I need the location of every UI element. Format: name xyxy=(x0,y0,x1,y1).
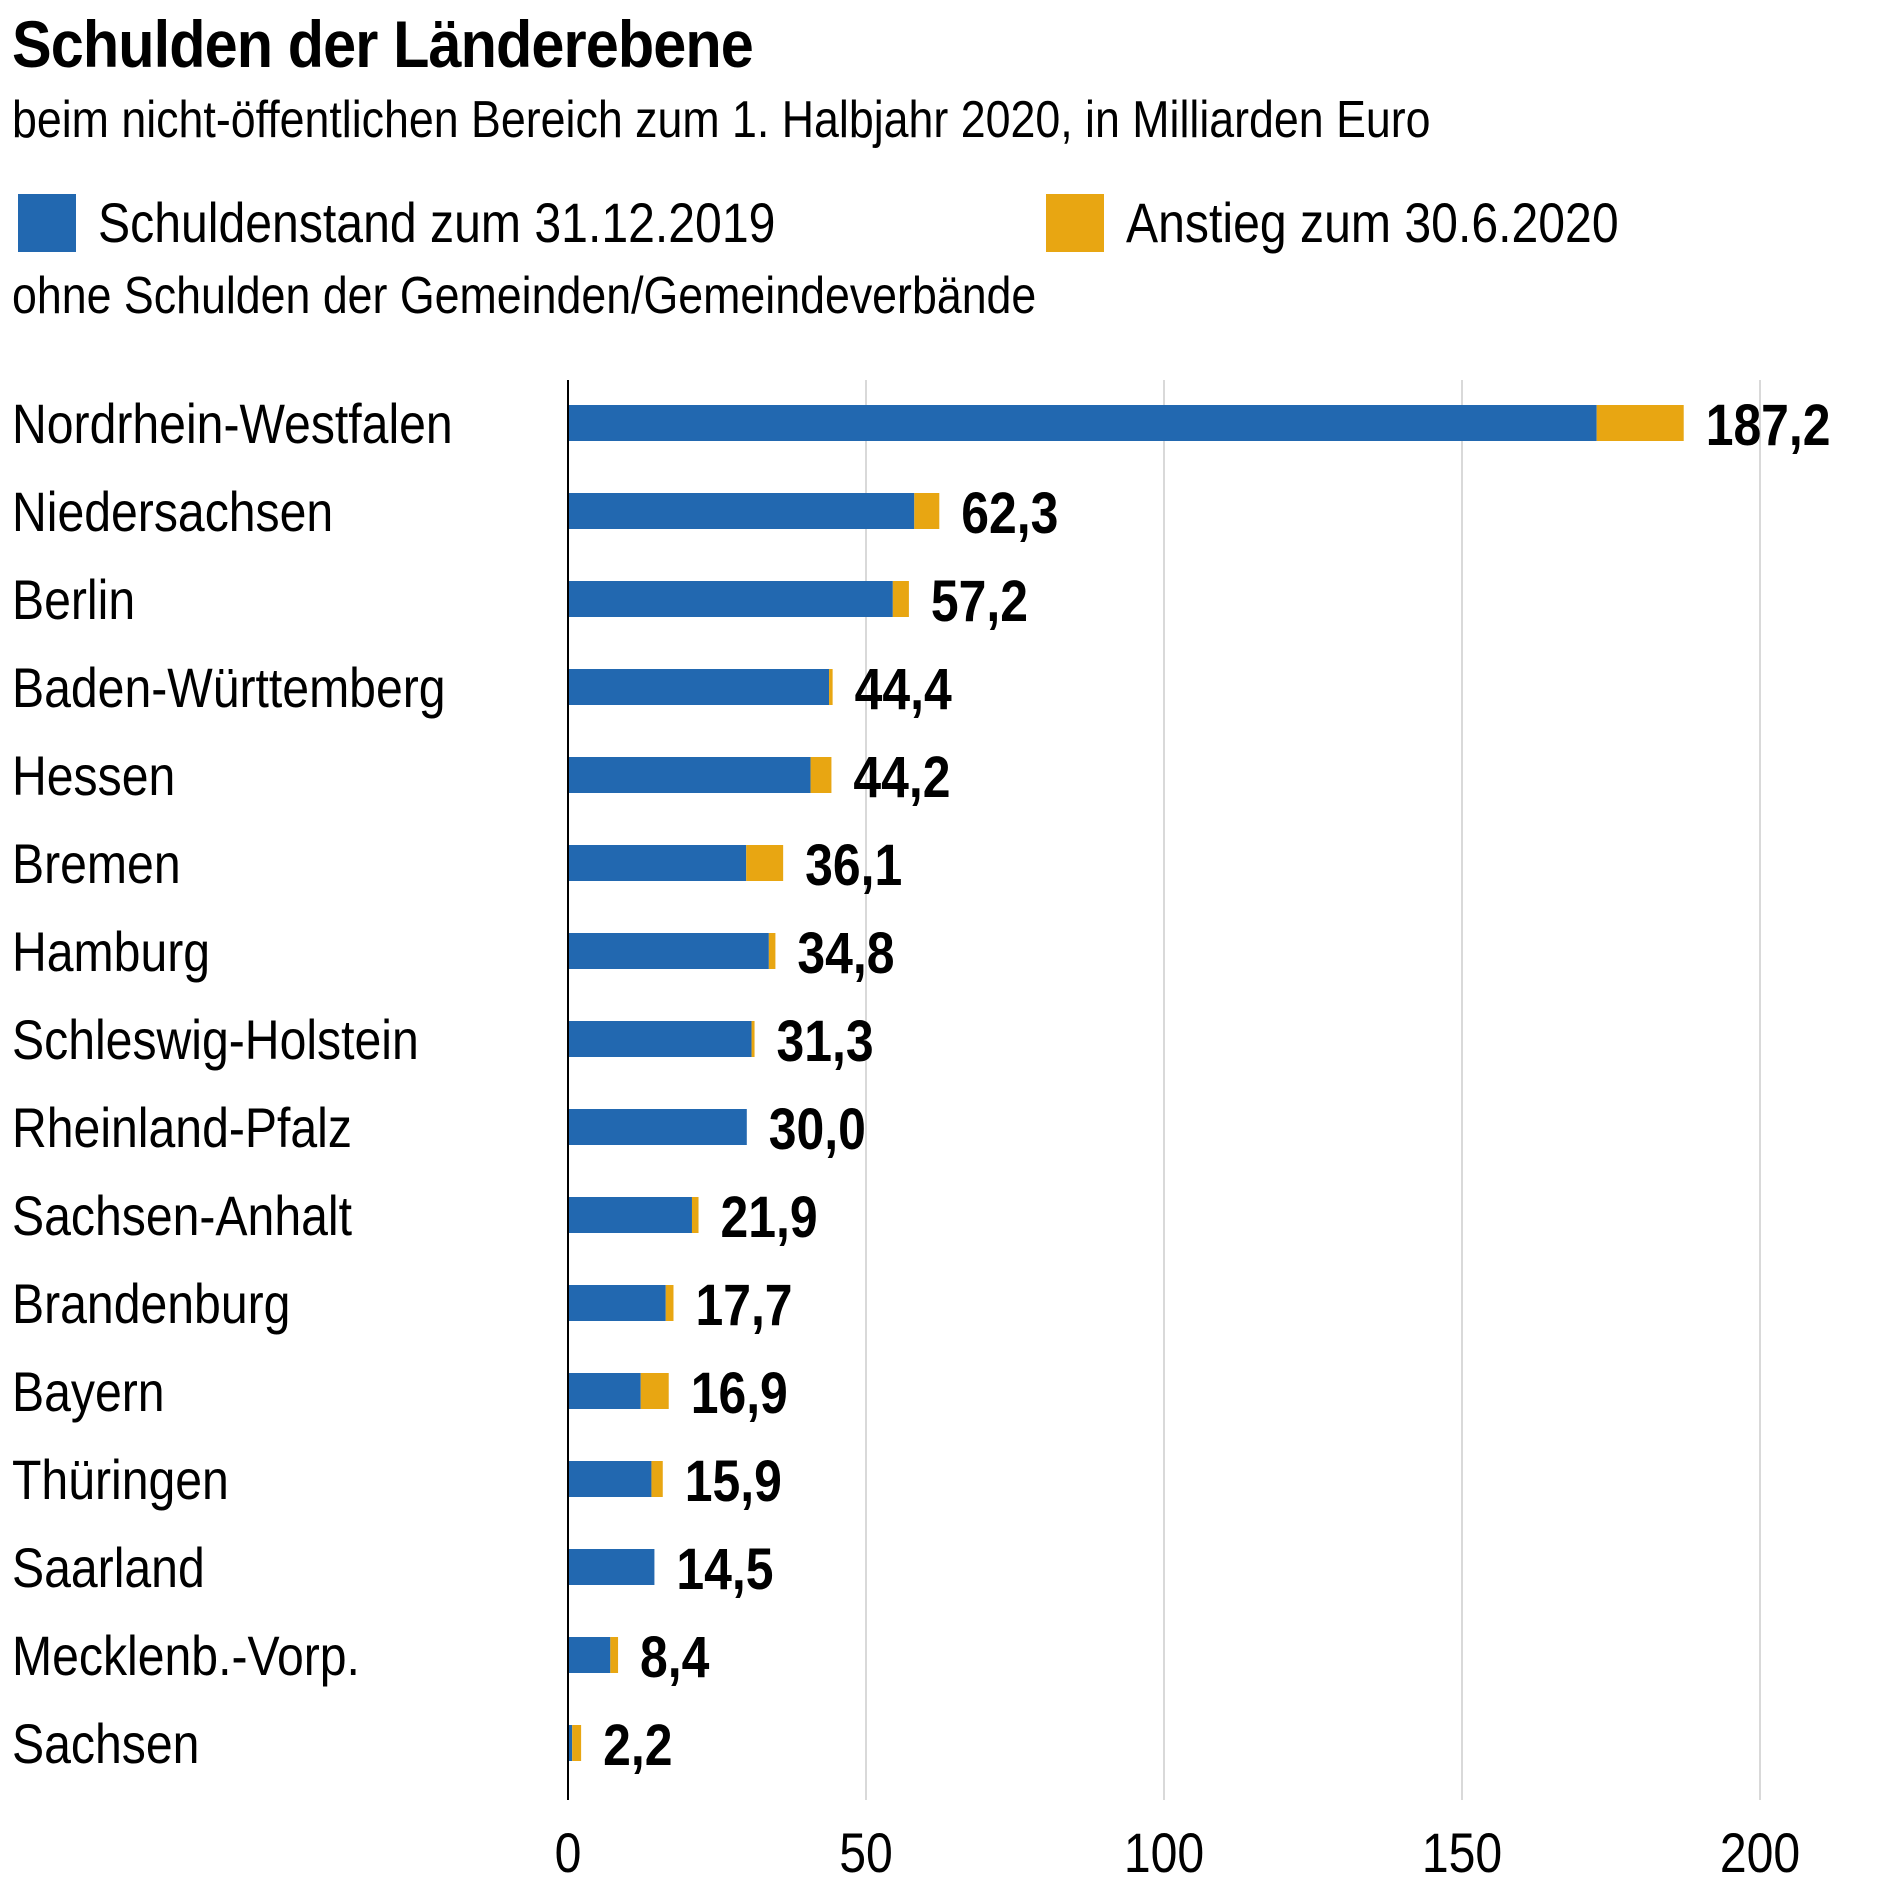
bar-increase xyxy=(572,1725,582,1761)
category-label: Berlin xyxy=(12,570,135,632)
bar-base xyxy=(569,581,893,617)
category-label: Bayern xyxy=(12,1362,165,1424)
x-tick-label: 100 xyxy=(1124,1823,1204,1880)
category-label: Bremen xyxy=(12,834,181,896)
category-label: Sachsen-Anhalt xyxy=(12,1186,352,1248)
bar-base xyxy=(569,1637,611,1673)
bar-increase xyxy=(640,1373,669,1409)
category-label: Nordrhein-Westfalen xyxy=(12,394,453,456)
bar-base xyxy=(569,1461,652,1497)
bar-base xyxy=(569,1021,752,1057)
bar-increase xyxy=(914,493,940,529)
value-label: 8,4 xyxy=(640,1626,709,1690)
bar-increase xyxy=(829,669,833,705)
legend-swatch-increase xyxy=(1046,193,1104,252)
bar-base xyxy=(569,933,769,969)
value-label: 62,3 xyxy=(961,482,1058,546)
category-label: Hamburg xyxy=(12,922,210,984)
chart-note: ohne Schulden der Gemeinden/Gemeindeverb… xyxy=(12,267,1037,325)
bar-increase xyxy=(665,1285,674,1321)
value-label: 21,9 xyxy=(721,1186,818,1250)
value-labels: 187,2 62,3 57,2 44,4 44,2 36,1 34,8 31,3 30,0 21,… xyxy=(603,394,1830,1778)
bar-increase xyxy=(768,933,776,969)
bar-base xyxy=(569,757,811,793)
value-label: 15,9 xyxy=(685,1450,782,1514)
category-label: Schleswig-Holstein xyxy=(12,1010,419,1072)
bar-increase xyxy=(651,1461,663,1497)
value-label: 36,1 xyxy=(805,834,902,898)
legend-label-increase: Anstieg zum 30.6.2020 xyxy=(1126,191,1619,254)
legend-label-base: Schuldenstand zum 31.12.2019 xyxy=(98,191,776,254)
value-label: 31,3 xyxy=(777,1010,874,1074)
value-label: 17,7 xyxy=(695,1274,792,1338)
value-label: 14,5 xyxy=(676,1538,773,1602)
bar-increase xyxy=(810,757,832,793)
category-label: Brandenburg xyxy=(12,1274,290,1336)
category-label: Saarland xyxy=(12,1538,205,1600)
bar-increase xyxy=(751,1021,755,1057)
category-label: Baden-Württemberg xyxy=(12,658,446,720)
category-label: Niedersachsen xyxy=(12,482,333,544)
bar-base xyxy=(569,405,1597,441)
bar-increase xyxy=(892,581,909,617)
bar-increase xyxy=(691,1197,699,1233)
value-label: 16,9 xyxy=(691,1362,788,1426)
value-label: 44,2 xyxy=(853,746,950,810)
value-label: 44,4 xyxy=(855,658,952,722)
bar-base xyxy=(569,1549,655,1585)
x-tick-label: 0 xyxy=(555,1823,582,1880)
bar-base xyxy=(569,1373,641,1409)
bar-base xyxy=(569,493,915,529)
category-label: Sachsen xyxy=(12,1714,199,1776)
category-labels: Nordrhein-Westfalen Niedersachsen Berlin Ba… xyxy=(12,394,453,1776)
value-label: 30,0 xyxy=(769,1098,866,1162)
value-label: 34,8 xyxy=(797,922,894,986)
value-label: 57,2 xyxy=(931,570,1028,634)
x-tick-label: 200 xyxy=(1720,1823,1800,1880)
bar-base xyxy=(569,1285,666,1321)
bar-base xyxy=(569,845,747,881)
x-axis-ticks: 0 50 100 150 200 xyxy=(555,1823,1801,1880)
chart-subtitle: beim nicht-öffentlichen Bereich zum 1. H… xyxy=(12,91,1431,149)
bar-base xyxy=(569,669,830,705)
bar-increase xyxy=(746,845,784,881)
x-tick-label: 50 xyxy=(839,1823,893,1880)
bar-base xyxy=(569,1197,692,1233)
category-label: Thüringen xyxy=(12,1450,229,1512)
value-label: 187,2 xyxy=(1706,394,1831,458)
category-label: Rheinland-Pfalz xyxy=(12,1098,352,1160)
bars xyxy=(569,405,1684,1761)
bar-increase xyxy=(1596,405,1684,441)
category-label: Hessen xyxy=(12,746,175,808)
value-label: 2,2 xyxy=(603,1714,672,1778)
legend-swatch-base xyxy=(18,193,76,252)
x-tick-label: 150 xyxy=(1422,1823,1502,1880)
bar-base xyxy=(569,1725,573,1761)
bar-base xyxy=(569,1109,747,1145)
category-label: Mecklenb.-Vorp. xyxy=(12,1626,360,1688)
chart-title: Schulden der Länderebene xyxy=(12,7,754,81)
bar-increase xyxy=(610,1637,619,1673)
legend-item-base: Schuldenstand zum 31.12.2019 xyxy=(18,190,886,255)
legend-item-increase: Anstieg zum 30.6.2020 xyxy=(1046,190,1699,255)
